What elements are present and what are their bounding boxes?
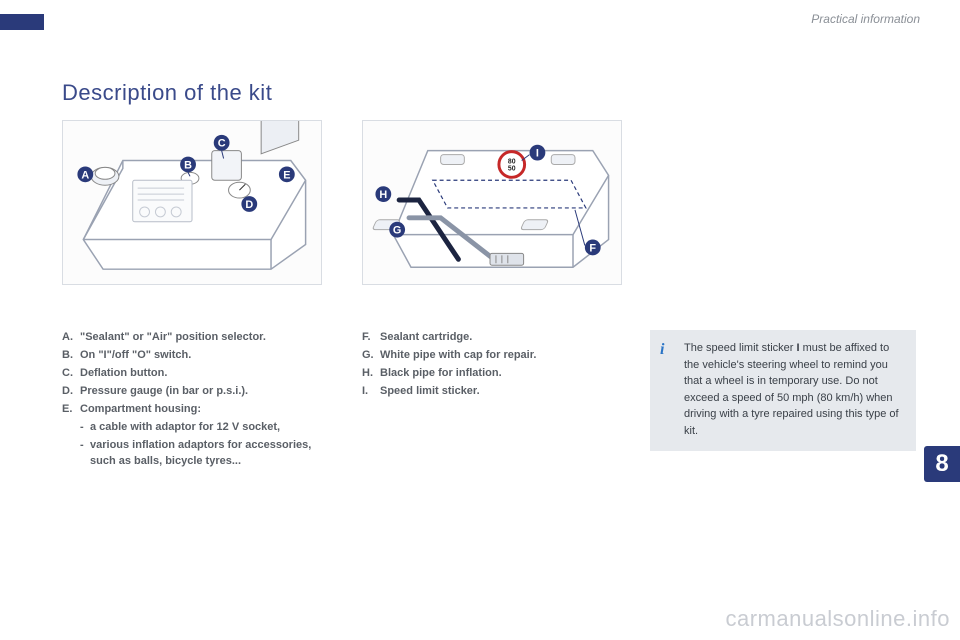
page-title: Description of the kit <box>62 80 272 106</box>
list-marker: C. <box>62 366 80 382</box>
list-item: F.Sealant cartridge. <box>362 330 622 346</box>
svg-text:H: H <box>379 189 387 201</box>
section-header: Practical information <box>811 12 920 26</box>
list-item: B.On "I"/off "O" switch. <box>62 348 322 364</box>
bullet: - <box>80 438 90 470</box>
list-subitem: -a cable with adaptor for 12 V socket, <box>80 420 322 436</box>
svg-text:C: C <box>218 138 226 150</box>
list-text: Pressure gauge (in bar or p.s.i.). <box>80 384 248 400</box>
list-text: various inflation adaptors for accessori… <box>90 438 322 470</box>
list-marker: G. <box>362 348 380 364</box>
info-box: i The speed limit sticker I must be affi… <box>650 330 916 451</box>
list-text: Deflation button. <box>80 366 167 382</box>
list-item: G.White pipe with cap for repair. <box>362 348 622 364</box>
list-item: C.Deflation button. <box>62 366 322 382</box>
list-item: D.Pressure gauge (in bar or p.s.i.). <box>62 384 322 400</box>
info-text-post: must be affixed to the vehicle's steerin… <box>684 342 899 437</box>
svg-text:A: A <box>81 169 89 181</box>
list-marker: E. <box>62 402 80 418</box>
svg-text:F: F <box>589 242 596 254</box>
list-text: Speed limit sticker. <box>380 384 480 400</box>
side-tab <box>0 14 44 30</box>
info-icon: i <box>660 338 674 352</box>
list-text: On "I"/off "O" switch. <box>80 348 191 364</box>
manual-page: Practical information Description of the… <box>0 0 960 640</box>
svg-text:G: G <box>393 225 401 237</box>
bullet: - <box>80 420 90 436</box>
list-marker: B. <box>62 348 80 364</box>
svg-text:50: 50 <box>508 165 516 172</box>
list-text: "Sealant" or "Air" position selector. <box>80 330 266 346</box>
list-marker: A. <box>62 330 80 346</box>
list-item: A."Sealant" or "Air" position selector. <box>62 330 322 346</box>
figures-row: A B C D E <box>62 120 622 285</box>
column-a: A."Sealant" or "Air" position selector.B… <box>62 330 322 472</box>
list-marker: F. <box>362 330 380 346</box>
column-b: F.Sealant cartridge.G.White pipe with ca… <box>362 330 622 472</box>
info-text-pre: The speed limit sticker <box>684 342 796 354</box>
svg-text:D: D <box>245 199 253 211</box>
watermark: carmanualsonline.info <box>725 606 950 632</box>
list-text: Compartment housing: <box>80 402 201 418</box>
figure-kit-back: 80 50 I H G F <box>362 120 622 285</box>
figure-kit-front: A B C D E <box>62 120 322 285</box>
list-text: Sealant cartridge. <box>380 330 472 346</box>
list-marker: H. <box>362 366 380 382</box>
list-marker: I. <box>362 384 380 400</box>
list-subitem: -various inflation adaptors for accessor… <box>80 438 322 470</box>
list-text: White pipe with cap for repair. <box>380 348 536 364</box>
svg-text:E: E <box>283 169 290 181</box>
svg-text:I: I <box>536 148 539 160</box>
chapter-badge: 8 <box>924 446 960 482</box>
list-text: Black pipe for inflation. <box>380 366 502 382</box>
list-item: H.Black pipe for inflation. <box>362 366 622 382</box>
info-text: The speed limit sticker I must be affixe… <box>684 340 904 439</box>
description-columns: A."Sealant" or "Air" position selector.B… <box>62 330 622 472</box>
list-text: a cable with adaptor for 12 V socket, <box>90 420 280 436</box>
list-marker: D. <box>62 384 80 400</box>
svg-text:B: B <box>184 159 192 171</box>
list-item: I.Speed limit sticker. <box>362 384 622 400</box>
list-item: E.Compartment housing: <box>62 402 322 418</box>
